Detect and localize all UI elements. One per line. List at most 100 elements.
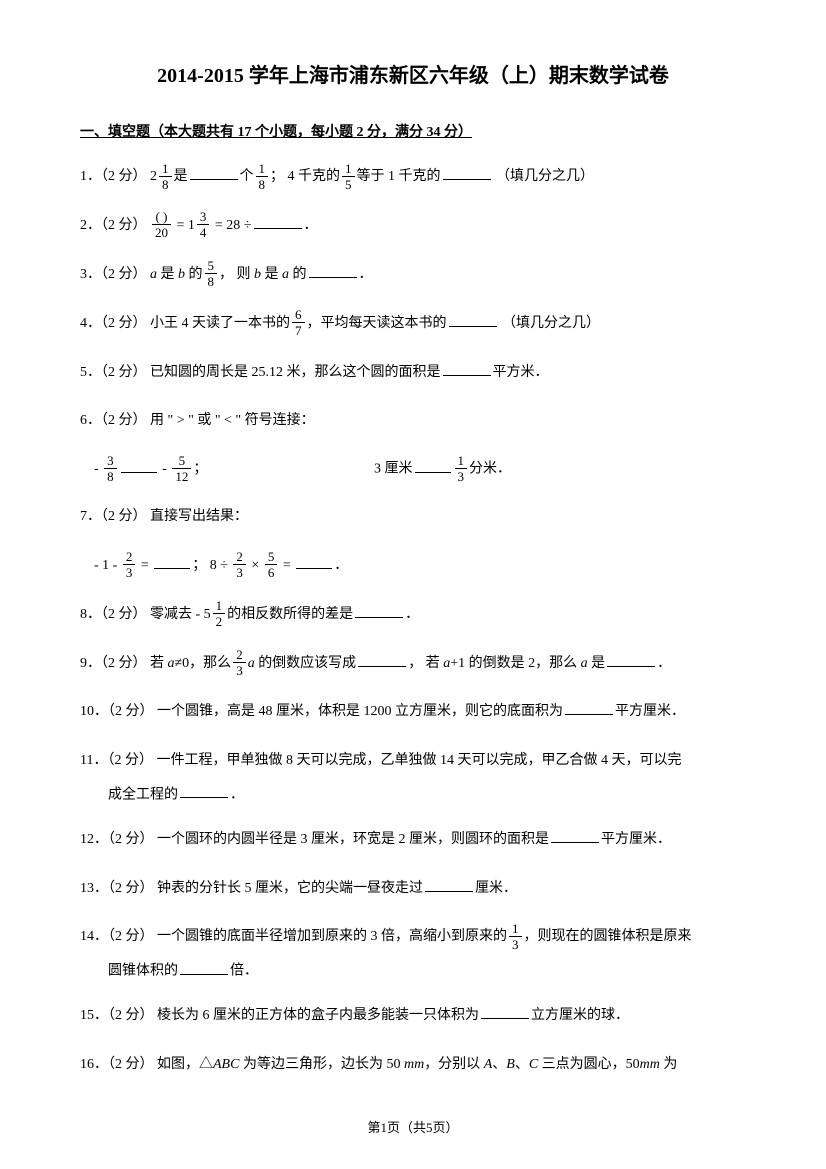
text: 4．（2 分） 小王 4 天读了一本书的 bbox=[80, 316, 290, 331]
frac-5-12: 512 bbox=[172, 454, 191, 483]
blank bbox=[190, 165, 238, 180]
text: ； 8 ÷ bbox=[192, 558, 231, 573]
frac-1-8b: 18 bbox=[256, 162, 269, 191]
problem-16: 16．（2 分） 如图，△ABC 为等边三角形，边长为 50 mm，分别以 A、… bbox=[80, 1050, 746, 1081]
text: ； bbox=[193, 462, 207, 477]
text: 页） bbox=[433, 1120, 459, 1135]
blank bbox=[254, 214, 302, 229]
text: 三点为圆心，50 bbox=[538, 1057, 640, 1072]
problem-15: 15．（2 分） 棱长为 6 厘米的正方体的盒子内最多能装一只体积为立方厘米的球… bbox=[80, 1001, 746, 1032]
text: 8．（2 分） 零减去 - 5 bbox=[80, 607, 211, 622]
text: 、 bbox=[515, 1057, 529, 1072]
problem-14: 14．（2 分） 一个圆锥的底面半径增加到原来的 3 倍，高缩小到原来的13，则… bbox=[80, 922, 746, 953]
text: - bbox=[159, 462, 171, 477]
var-c: C bbox=[529, 1057, 538, 1072]
blank bbox=[481, 1004, 529, 1019]
text: 为等边三角形，边长为 50 bbox=[239, 1057, 404, 1072]
blank bbox=[551, 827, 599, 842]
text: 3．（2 分） bbox=[80, 267, 150, 282]
var-b: b bbox=[254, 267, 261, 282]
blank bbox=[425, 876, 473, 891]
text: × bbox=[248, 558, 263, 573]
problem-7-row: - 1 - 23 = ； 8 ÷ 23 × 56 = ． bbox=[94, 551, 746, 582]
page-footer: 第1页（共5页） bbox=[0, 1118, 826, 1139]
blank bbox=[180, 783, 228, 798]
text: 11．（2 分） 一件工程，甲单独做 8 天可以完成，乙单独做 14 天可以完成… bbox=[80, 753, 681, 768]
problem-1: 1．（2 分） 218是个18； 4 千克的15等于 1 千克的 （填几分之几） bbox=[80, 162, 746, 193]
blank bbox=[607, 651, 655, 666]
text: 平方厘米． bbox=[615, 704, 685, 719]
problem-2: 2．（2 分） ( )20 = 134 = 28 ÷． bbox=[80, 211, 746, 242]
var-a: a bbox=[581, 656, 588, 671]
var-a: a bbox=[282, 267, 289, 282]
text: ． bbox=[304, 218, 318, 233]
problem-3: 3．（2 分） a 是 b 的58， 则 b 是 a 的． bbox=[80, 260, 746, 291]
var-abc: ABC bbox=[213, 1057, 239, 1072]
frac-2-3: 23 bbox=[123, 550, 136, 579]
text: ， 则 bbox=[219, 267, 254, 282]
text: ； 4 千克的 bbox=[270, 169, 340, 184]
text: 2．（2 分） bbox=[80, 218, 150, 233]
frac-1-2: 12 bbox=[213, 599, 226, 628]
problem-10: 10．（2 分） 一个圆锥，高是 48 厘米，体积是 1200 立方厘米，则它的… bbox=[80, 697, 746, 728]
frac-3-8: 38 bbox=[104, 454, 117, 483]
text: 13．（2 分） 钟表的分针长 5 厘米，它的尖端一昼夜走过 bbox=[80, 881, 423, 896]
text: 倍． bbox=[230, 964, 258, 979]
text: = bbox=[279, 558, 294, 573]
text: 圆锥体积的 bbox=[108, 964, 178, 979]
frac-5-6: 56 bbox=[265, 550, 278, 579]
text: 9．（2 分） 若 bbox=[80, 656, 168, 671]
text: = 28 ÷ bbox=[211, 218, 251, 233]
problem-4: 4．（2 分） 小王 4 天读了一本书的67，平均每天读这本书的 （填几分之几） bbox=[80, 309, 746, 340]
blank bbox=[358, 651, 406, 666]
text: ． bbox=[405, 607, 419, 622]
problem-9: 9．（2 分） 若 a≠0，那么23a 的倒数应该写成， 若 a+1 的倒数是 … bbox=[80, 649, 746, 680]
text: 、 bbox=[492, 1057, 506, 1072]
text: 页（共 bbox=[387, 1120, 426, 1135]
blank bbox=[443, 165, 491, 180]
text: 16．（2 分） 如图，△ bbox=[80, 1057, 213, 1072]
page-title: 2014-2015 学年上海市浦东新区六年级（上）期末数学试卷 bbox=[80, 60, 746, 92]
frac-1-3b: 13 bbox=[509, 922, 522, 951]
text: ，分别以 bbox=[424, 1057, 484, 1072]
text: 5．（2 分） 已知圆的周长是 25.12 米，那么这个圆的面积是 bbox=[80, 365, 441, 380]
frac-2-3c: 23 bbox=[233, 648, 246, 677]
blank bbox=[443, 360, 491, 375]
text: 等于 1 千克的 bbox=[357, 169, 441, 184]
text: 平方厘米． bbox=[601, 832, 671, 847]
text: 是 bbox=[588, 656, 606, 671]
blank bbox=[309, 263, 357, 278]
frac-1-3: 13 bbox=[455, 454, 468, 483]
problem-5: 5．（2 分） 已知圆的周长是 25.12 米，那么这个圆的面积是平方米． bbox=[80, 358, 746, 389]
text: 7．（2 分） 直接写出结果： bbox=[80, 509, 248, 524]
var-mm: mm bbox=[640, 1057, 660, 1072]
text: 14．（2 分） 一个圆锥的底面半径增加到原来的 3 倍，高缩小到原来的 bbox=[80, 929, 507, 944]
text: ． bbox=[334, 558, 348, 573]
text: 个 bbox=[240, 169, 254, 184]
text: 是 bbox=[157, 267, 178, 282]
blank bbox=[415, 458, 451, 473]
problem-11b: 成全工程的． bbox=[108, 783, 746, 807]
var-a: A bbox=[484, 1057, 493, 1072]
text: 10．（2 分） 一个圆锥，高是 48 厘米，体积是 1200 立方厘米，则它的… bbox=[80, 704, 563, 719]
var-a: a bbox=[150, 267, 157, 282]
text: - 1 - bbox=[94, 558, 121, 573]
text: 的 bbox=[185, 267, 203, 282]
text: （填几分之几） bbox=[499, 316, 601, 331]
problem-11: 11．（2 分） 一件工程，甲单独做 8 天可以完成，乙单独做 14 天可以完成… bbox=[80, 746, 746, 777]
problem-7: 7．（2 分） 直接写出结果： bbox=[80, 502, 746, 533]
text: ． bbox=[230, 787, 244, 802]
text: （填几分之几） bbox=[493, 169, 595, 184]
problem-12: 12．（2 分） 一个圆环的内圆半径是 3 厘米，环宽是 2 厘米，则圆环的面积… bbox=[80, 825, 746, 856]
text: 是 bbox=[174, 169, 188, 184]
text: 立方厘米的球． bbox=[531, 1008, 629, 1023]
var-b: B bbox=[506, 1057, 515, 1072]
text: - bbox=[94, 462, 102, 477]
text: +1 的倒数是 2，那么 bbox=[450, 656, 580, 671]
text: 是 bbox=[261, 267, 282, 282]
frac-6-7: 67 bbox=[292, 308, 305, 337]
frac-paren-20: ( )20 bbox=[152, 210, 171, 239]
text: 的相反数所得的差是 bbox=[227, 607, 353, 622]
var-mm: mm bbox=[404, 1057, 424, 1072]
problem-6: 6．（2 分） 用 " > " 或 " < " 符号连接： bbox=[80, 406, 746, 437]
